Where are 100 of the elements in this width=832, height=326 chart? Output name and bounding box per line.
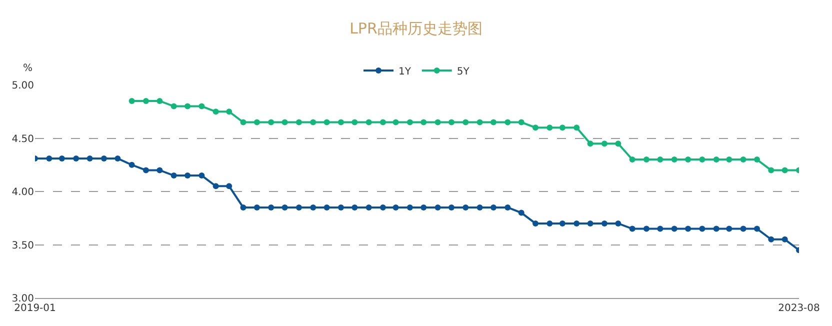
- x-tick-label: 2023-08: [778, 303, 820, 314]
- point: [254, 119, 260, 126]
- point: [699, 226, 706, 232]
- point: [392, 204, 399, 210]
- x-tick-label: 2019-01: [14, 303, 56, 314]
- point: [434, 119, 441, 126]
- point: [254, 204, 260, 210]
- legend-label: 1Y: [398, 66, 412, 78]
- y-tick-label: 3.00: [12, 294, 34, 304]
- point: [434, 204, 441, 210]
- point: [699, 156, 706, 163]
- point: [392, 119, 399, 126]
- point: [546, 220, 553, 226]
- point: [324, 204, 330, 210]
- point: [73, 155, 80, 162]
- point: [86, 155, 93, 162]
- point: [310, 119, 316, 126]
- point: [296, 119, 302, 126]
- point: [406, 119, 413, 126]
- point: [532, 220, 538, 226]
- point: [685, 226, 692, 232]
- y-tick-label: 3.50: [12, 240, 34, 252]
- point: [726, 226, 732, 232]
- point: [128, 98, 135, 104]
- point: [240, 119, 246, 126]
- point: [559, 220, 566, 226]
- point: [58, 155, 65, 162]
- point: [226, 108, 232, 115]
- point: [518, 210, 524, 216]
- point: [615, 220, 622, 226]
- point: [338, 119, 344, 126]
- point: [476, 119, 483, 126]
- point: [559, 124, 566, 131]
- point: [212, 108, 219, 115]
- point: [601, 140, 608, 147]
- point: [754, 226, 760, 232]
- legend-label: 5Y: [456, 66, 470, 78]
- point: [671, 226, 678, 232]
- point: [268, 119, 274, 126]
- point: [268, 204, 274, 210]
- point: [462, 119, 469, 126]
- point: [380, 119, 386, 126]
- point: [142, 98, 149, 104]
- point: [128, 162, 135, 168]
- point: [352, 119, 358, 126]
- point: [768, 167, 774, 174]
- point: [142, 167, 149, 174]
- point: [713, 156, 720, 163]
- point: [504, 119, 511, 126]
- point: [114, 155, 121, 162]
- point: [448, 204, 454, 210]
- point: [366, 204, 372, 210]
- point: [462, 204, 469, 210]
- point: [726, 156, 732, 163]
- point: [518, 119, 524, 126]
- point: [282, 204, 288, 210]
- point: [615, 140, 622, 147]
- point: [226, 183, 232, 190]
- point: [448, 119, 454, 126]
- point: [156, 167, 163, 174]
- point: [46, 155, 52, 162]
- point: [740, 226, 746, 232]
- point: [574, 220, 580, 226]
- point: [156, 98, 163, 104]
- chart-title: LPR品种历史走势图: [350, 19, 482, 38]
- point: [198, 172, 205, 179]
- point: [643, 226, 650, 232]
- point: [240, 204, 246, 210]
- point: [406, 204, 413, 210]
- point: [657, 226, 664, 232]
- point: [170, 172, 177, 179]
- point: [671, 156, 678, 163]
- y-tick-label: 5.00: [12, 80, 34, 92]
- point: [476, 204, 483, 210]
- point: [782, 167, 788, 174]
- point: [685, 156, 692, 163]
- point: [601, 220, 608, 226]
- point: [282, 119, 288, 126]
- point: [338, 204, 344, 210]
- point: [170, 103, 177, 110]
- point: [740, 156, 746, 163]
- point: [420, 204, 427, 210]
- point: [574, 124, 580, 131]
- point: [310, 204, 316, 210]
- point: [100, 155, 107, 162]
- point: [546, 124, 553, 131]
- point: [198, 103, 205, 110]
- point: [490, 204, 496, 210]
- point: [212, 183, 219, 190]
- point: [754, 156, 760, 163]
- y-tick-label: 4.50: [12, 134, 34, 145]
- y-axis-title: %: [23, 63, 33, 74]
- point: [532, 124, 538, 131]
- point: [380, 204, 386, 210]
- point: [366, 119, 372, 126]
- point: [184, 172, 191, 179]
- point: [782, 236, 788, 242]
- point: [587, 220, 594, 226]
- y-tick-label: 4.00: [12, 187, 34, 198]
- point: [352, 204, 358, 210]
